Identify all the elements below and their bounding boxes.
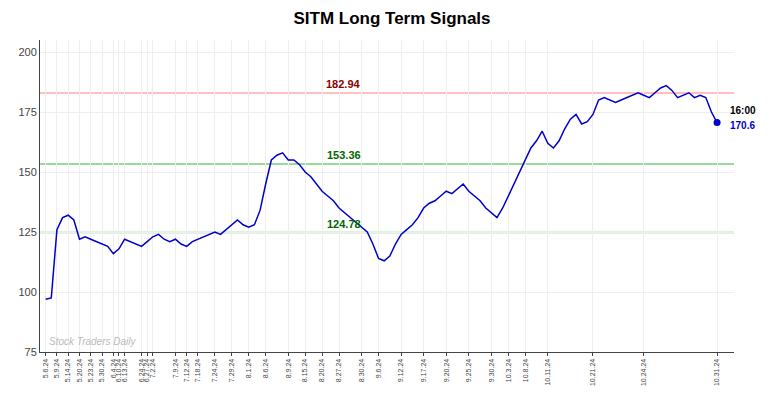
svg-text:7.2.24: 7.2.24 <box>149 359 156 379</box>
svg-text:7.9.24: 7.9.24 <box>172 359 179 379</box>
svg-text:7.12.24: 7.12.24 <box>183 359 190 382</box>
svg-text:10.31.24: 10.31.24 <box>713 359 720 386</box>
svg-text:5.14.24: 5.14.24 <box>64 359 71 382</box>
svg-text:170.6: 170.6 <box>730 120 755 131</box>
svg-text:124.78: 124.78 <box>327 218 361 230</box>
svg-text:10.8.24: 10.8.24 <box>522 359 529 382</box>
svg-text:8.20.24: 8.20.24 <box>318 359 325 382</box>
svg-text:5.23.24: 5.23.24 <box>87 359 94 382</box>
svg-text:7.18.24: 7.18.24 <box>194 359 201 382</box>
svg-text:6.24.24: 6.24.24 <box>138 359 145 382</box>
svg-text:16:00: 16:00 <box>730 105 756 116</box>
svg-text:8.27.24: 8.27.24 <box>335 359 342 382</box>
svg-text:10.3.24: 10.3.24 <box>505 359 512 382</box>
svg-text:8.15.24: 8.15.24 <box>301 359 308 382</box>
svg-text:9.17.24: 9.17.24 <box>420 359 427 382</box>
svg-text:9.25.24: 9.25.24 <box>465 359 472 382</box>
svg-text:175: 175 <box>18 106 36 118</box>
svg-text:SITM Long Term Signals: SITM Long Term Signals <box>293 9 490 28</box>
svg-text:182.94: 182.94 <box>326 78 361 90</box>
svg-text:6.10.24: 6.10.24 <box>115 359 122 382</box>
svg-text:5.20.24: 5.20.24 <box>76 359 83 382</box>
svg-text:9.20.24: 9.20.24 <box>443 359 450 382</box>
svg-text:10.21.24: 10.21.24 <box>589 359 596 386</box>
svg-text:9.6.24: 9.6.24 <box>375 359 382 379</box>
svg-text:5.30.24: 5.30.24 <box>98 359 105 382</box>
svg-text:5.9.24: 5.9.24 <box>53 359 60 379</box>
svg-text:8.6.24: 8.6.24 <box>262 359 269 379</box>
svg-text:9.12.24: 9.12.24 <box>397 359 404 382</box>
svg-text:100: 100 <box>18 286 36 298</box>
svg-text:6.13.24: 6.13.24 <box>121 359 128 382</box>
svg-text:6.27.24: 6.27.24 <box>143 359 150 382</box>
svg-text:5.6.24: 5.6.24 <box>42 359 49 379</box>
svg-text:200: 200 <box>18 46 36 58</box>
svg-text:8.1.24: 8.1.24 <box>245 359 252 379</box>
svg-text:153.36: 153.36 <box>327 149 361 161</box>
svg-text:150: 150 <box>18 166 36 178</box>
svg-text:7.24.24: 7.24.24 <box>211 359 218 382</box>
svg-text:10.11.24: 10.11.24 <box>544 359 551 386</box>
svg-text:75: 75 <box>25 346 37 358</box>
svg-text:Stock Traders Daily: Stock Traders Daily <box>49 336 137 347</box>
svg-text:9.30.24: 9.30.24 <box>488 359 495 382</box>
svg-text:10.24.24: 10.24.24 <box>640 359 647 386</box>
svg-text:8.9.24: 8.9.24 <box>285 359 292 379</box>
svg-text:7.29.24: 7.29.24 <box>228 359 235 382</box>
svg-text:125: 125 <box>18 226 36 238</box>
svg-text:8.30.24: 8.30.24 <box>358 359 365 382</box>
svg-text:6.4.24: 6.4.24 <box>110 359 117 379</box>
